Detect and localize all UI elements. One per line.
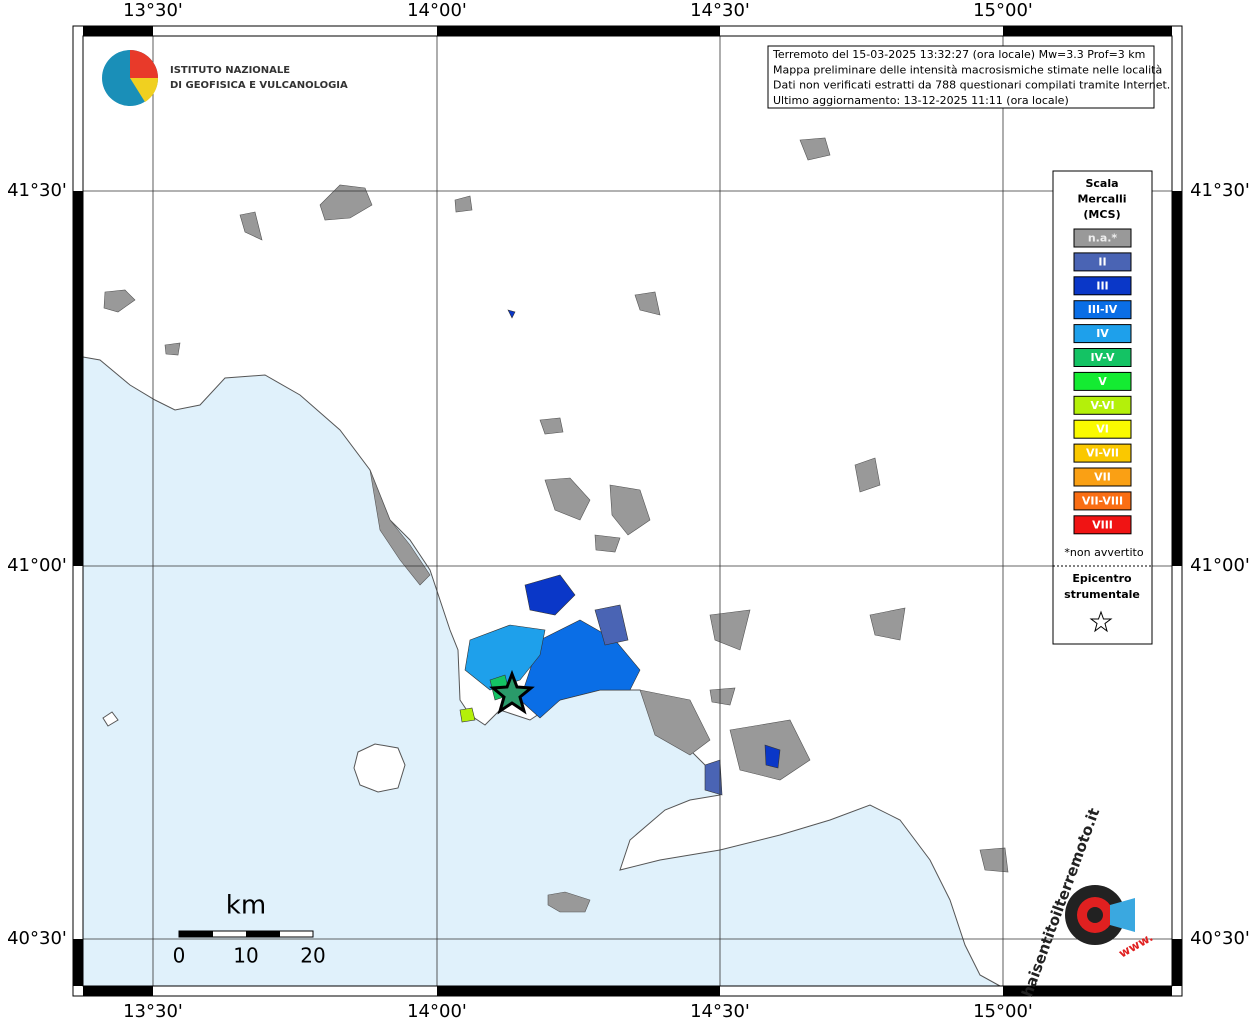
legend-note: *non avvertito bbox=[1064, 546, 1143, 559]
watermark-wave bbox=[1110, 898, 1135, 932]
legend-label: VII bbox=[1094, 471, 1111, 484]
locality bbox=[544, 477, 591, 521]
legend-label: II bbox=[1098, 255, 1106, 268]
legend-label: VI bbox=[1096, 423, 1109, 436]
longitude-label: 14°00' bbox=[407, 0, 467, 21]
longitude-label: 14°30' bbox=[690, 0, 750, 21]
watermark-target bbox=[1087, 907, 1103, 923]
scale-bar-segment bbox=[246, 931, 280, 937]
locality bbox=[524, 574, 576, 616]
info-line: Dati non verificati estratti da 788 ques… bbox=[773, 79, 1170, 92]
locality bbox=[594, 534, 621, 553]
longitude-label: 15°00' bbox=[973, 1001, 1033, 1022]
latitude-label: 41°30' bbox=[1190, 180, 1250, 201]
legend-swatch bbox=[1073, 252, 1132, 272]
legend-label: V bbox=[1098, 375, 1107, 388]
frame bbox=[72, 25, 1183, 997]
legend-label: VI-VII bbox=[1086, 447, 1119, 460]
latitude-label: 41°00' bbox=[1190, 555, 1250, 576]
legend-epicenter: Epicentro bbox=[1072, 572, 1132, 585]
locality bbox=[609, 484, 651, 536]
scale-unit: km bbox=[226, 891, 266, 921]
locality bbox=[464, 624, 546, 691]
legend-title: (MCS) bbox=[1083, 208, 1120, 221]
locality bbox=[979, 847, 1009, 873]
legend-label: VII-VIII bbox=[1082, 494, 1123, 507]
scale-label: 10 bbox=[233, 944, 258, 968]
legend-swatch bbox=[1073, 348, 1132, 367]
legend-label: IV bbox=[1096, 327, 1109, 340]
legend-swatch bbox=[1073, 276, 1132, 296]
locality bbox=[103, 289, 136, 313]
legend-swatch bbox=[1073, 371, 1132, 391]
legend-swatch bbox=[1073, 228, 1132, 248]
legend-swatch bbox=[1073, 515, 1132, 535]
longitude-label: 13°30' bbox=[123, 0, 183, 21]
locality bbox=[639, 689, 711, 756]
logo-text: ISTITUTO NAZIONALE bbox=[170, 65, 290, 76]
legend-label: III-IV bbox=[1088, 303, 1118, 316]
info-line: Terremoto del 15-03-2025 13:32:27 (ora l… bbox=[772, 48, 1145, 61]
info-line: Mappa preliminare delle intensità macros… bbox=[773, 63, 1162, 76]
info-box bbox=[767, 45, 1155, 109]
logo: ISTITUTO NAZIONALE DI GEOFISICA E VULCAN… bbox=[102, 50, 348, 106]
island bbox=[353, 743, 406, 793]
legend-label: V-VI bbox=[1090, 399, 1114, 412]
scale-bar bbox=[178, 930, 314, 938]
locality bbox=[854, 457, 881, 493]
scale-bar-segment bbox=[179, 931, 213, 937]
scale-label: 20 bbox=[300, 944, 325, 968]
legend-label: VIII bbox=[1092, 518, 1113, 531]
legend-swatch bbox=[1073, 419, 1132, 439]
locality bbox=[164, 342, 181, 356]
longitude-label: 15°00' bbox=[973, 0, 1033, 21]
locality bbox=[507, 309, 781, 769]
locality bbox=[709, 687, 736, 706]
longitude-label: 14°30' bbox=[690, 1001, 750, 1022]
scale-label: 0 bbox=[173, 944, 186, 968]
locality bbox=[459, 707, 476, 723]
legend-swatch bbox=[1073, 395, 1132, 415]
legend-star bbox=[1089, 610, 1113, 633]
legend-epicenter: strumentale bbox=[1064, 588, 1140, 601]
latitude-label: 41°00' bbox=[7, 555, 67, 576]
logo-sector bbox=[130, 50, 158, 78]
legend-swatch bbox=[1073, 467, 1132, 487]
legend-swatch bbox=[1073, 443, 1132, 463]
locality bbox=[319, 184, 373, 221]
locality bbox=[594, 604, 723, 796]
epicenter-star bbox=[489, 669, 535, 715]
locality bbox=[454, 195, 473, 213]
legend-label: III bbox=[1096, 279, 1108, 292]
grid bbox=[83, 36, 1172, 986]
legend-swatch bbox=[1073, 300, 1132, 320]
legend-title: Mercalli bbox=[1077, 193, 1126, 206]
legend-title: Scala bbox=[1085, 177, 1118, 190]
locality bbox=[539, 417, 564, 435]
locality bbox=[239, 211, 263, 241]
latitude-label: 40°30' bbox=[7, 928, 67, 949]
logo-sector bbox=[130, 78, 159, 102]
locality bbox=[369, 469, 431, 586]
locality bbox=[634, 291, 661, 316]
island bbox=[102, 711, 119, 727]
locality bbox=[799, 137, 831, 161]
watermark bbox=[1065, 885, 1135, 945]
latitude-label: 40°30' bbox=[1190, 928, 1250, 949]
island bbox=[547, 891, 591, 913]
latitude-label: 41°30' bbox=[7, 180, 67, 201]
info-line: Ultimo aggiornamento: 13-12-2025 11:11 (… bbox=[773, 94, 1069, 107]
legend-swatch bbox=[1073, 491, 1132, 511]
longitude-label: 13°30' bbox=[123, 1001, 183, 1022]
legend-label: IV-V bbox=[1090, 351, 1115, 364]
legend-swatch bbox=[1073, 324, 1132, 344]
logo-text: DI GEOFISICA E VULCANOLOGIA bbox=[170, 80, 348, 91]
longitude-label: 14°00' bbox=[407, 1001, 467, 1022]
legend-label: n.a.* bbox=[1088, 232, 1118, 245]
locality bbox=[869, 607, 906, 641]
